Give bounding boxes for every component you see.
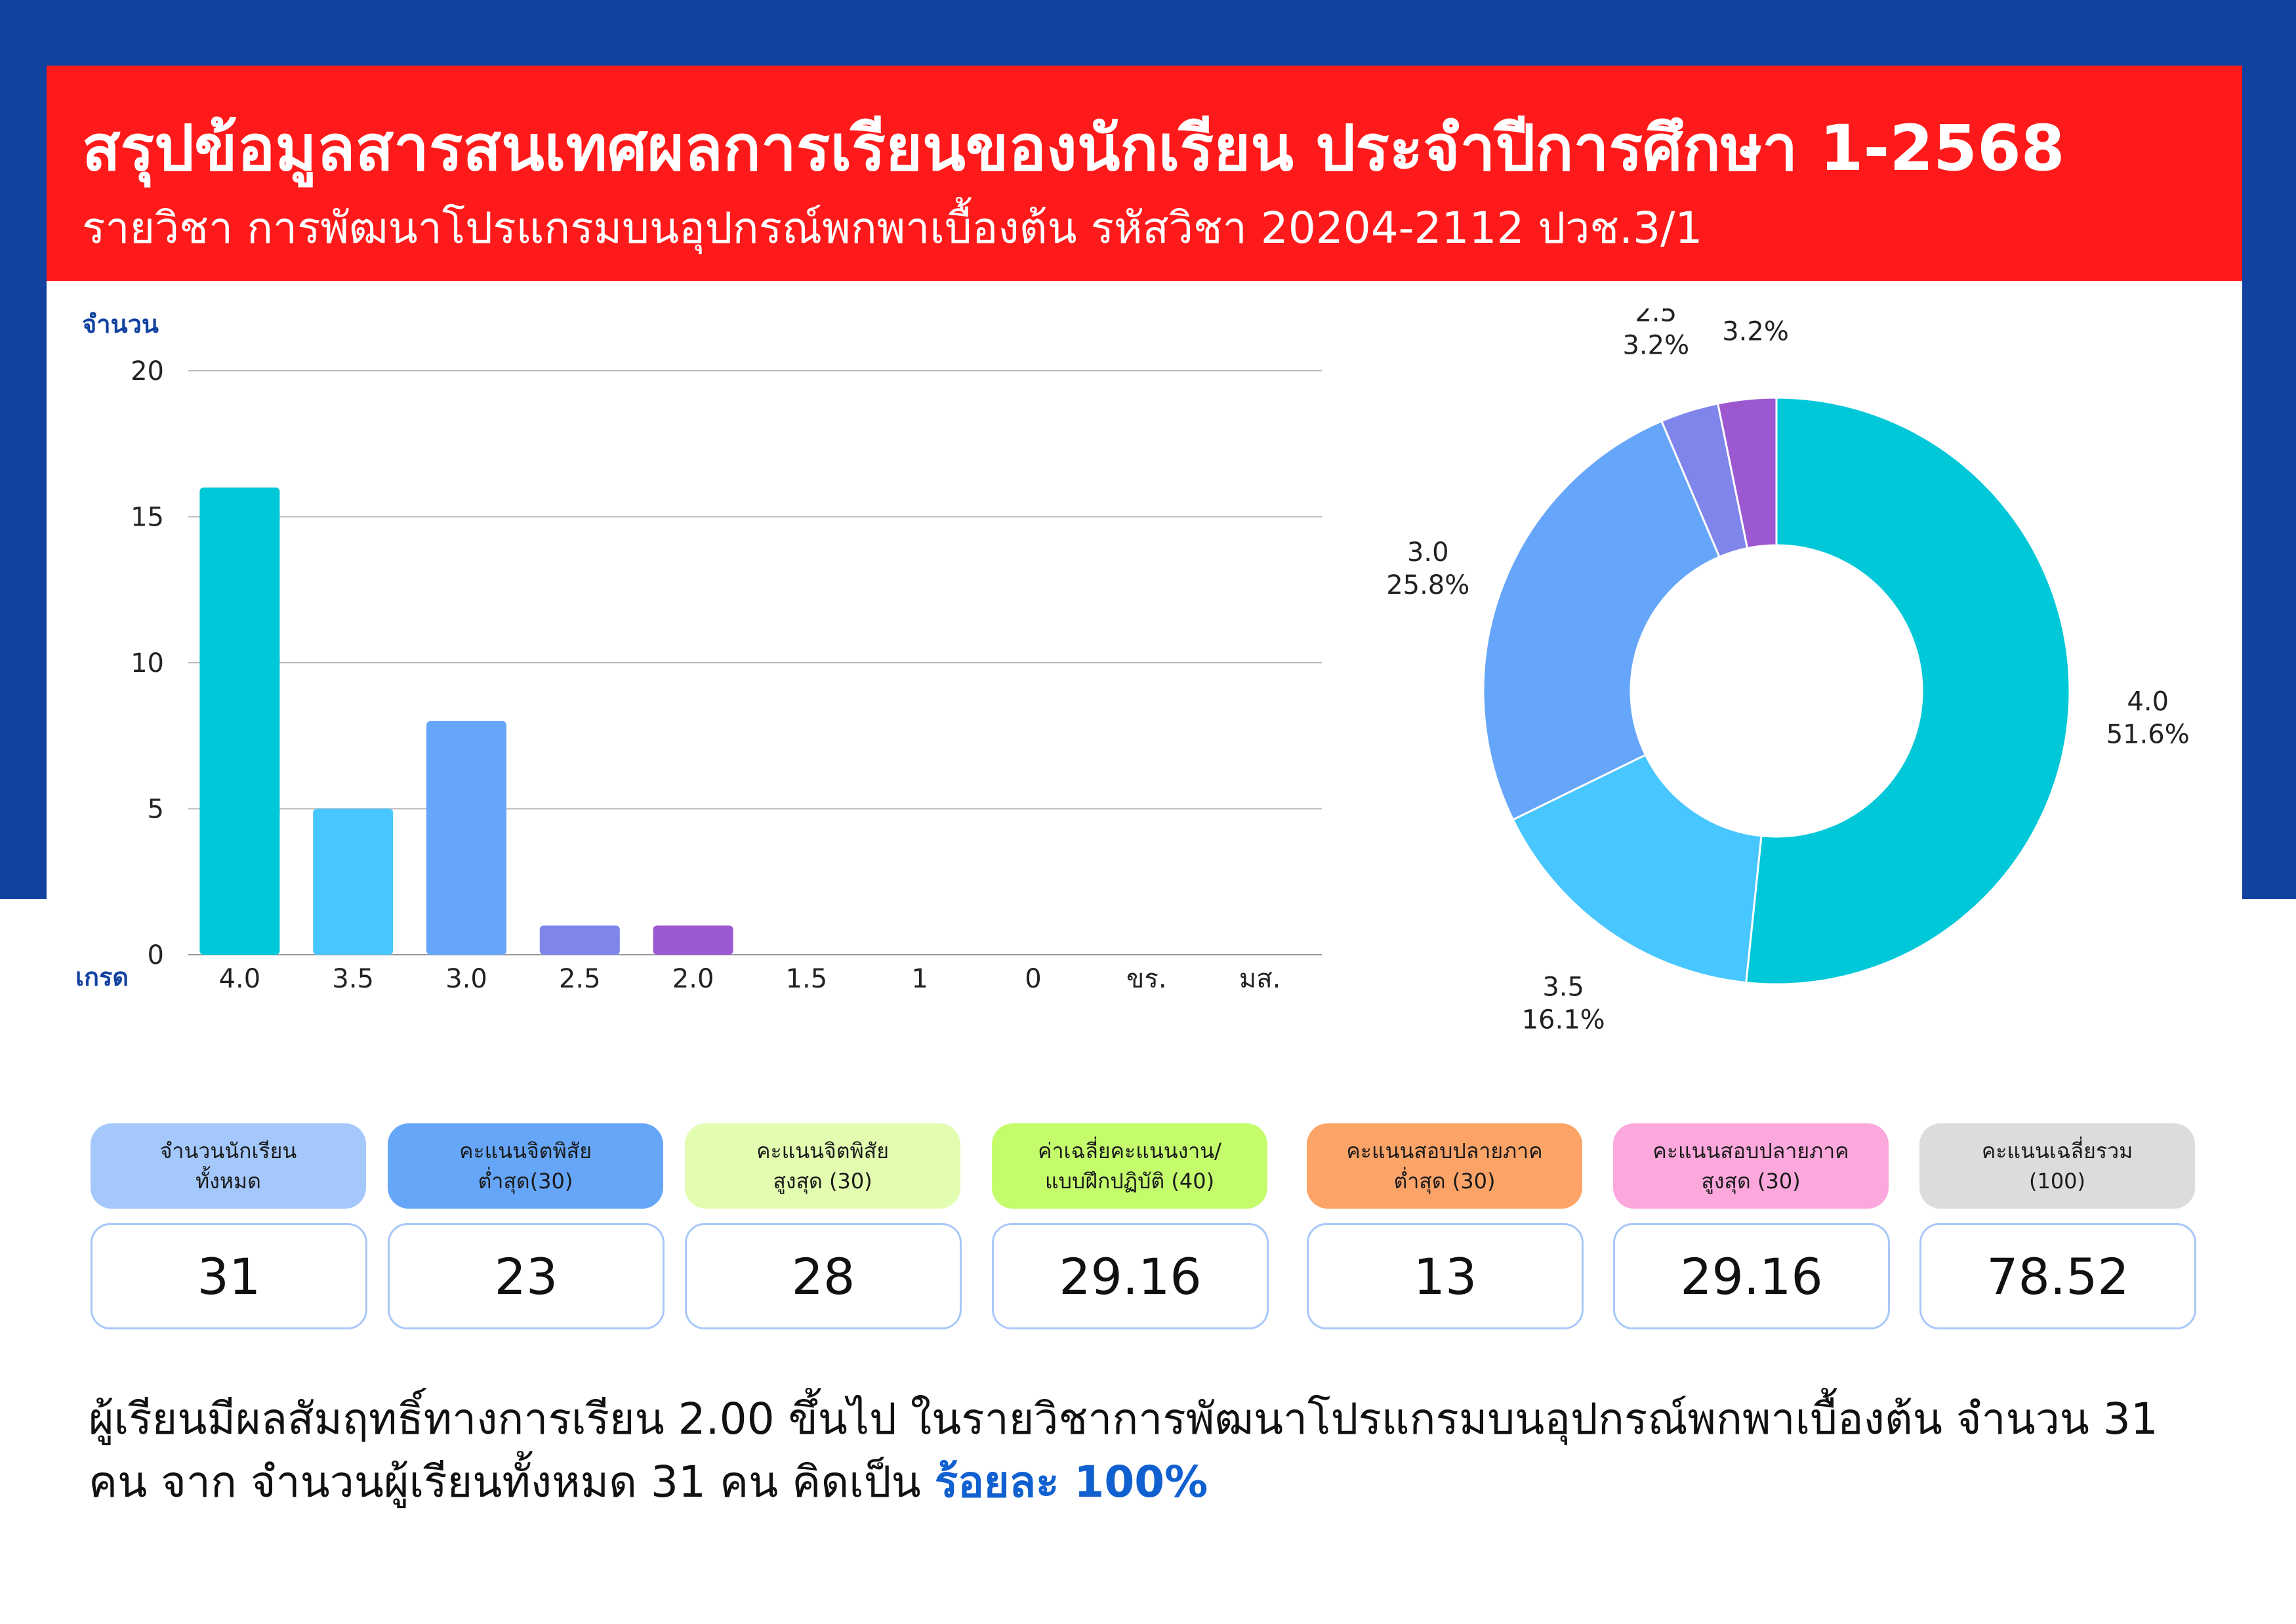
x-tick-label: 2.0 [672,964,714,994]
bar-4.0 [199,488,280,955]
stat-label-2: คะแนนจิตพิสัย สูงสุด (30) [685,1123,960,1209]
donut-label: 2.5 3.2% [1622,308,1689,360]
summary-percent: ร้อยละ 100% [934,1457,1208,1507]
stat-label-6: คะแนนเฉลี่ยรวม (100) [1919,1123,2195,1209]
x-tick-label: 1.5 [786,964,828,994]
donut-slice-4.0 [1745,396,2071,986]
stat-label-1: คะแนนจิตพิสัย ต่ำสุด(30) [388,1123,663,1209]
bar-2.0 [653,925,733,955]
stat-label-5: คะแนนสอบปลายภาค สูงสุด (30) [1613,1123,1889,1209]
stat-value-1: 23 [388,1223,665,1329]
stat-value-0: 31 [91,1223,367,1329]
bar-2.5 [539,925,620,955]
bar-3.0 [426,721,506,955]
y-tick-label: 5 [148,795,164,825]
x-tick-label: 3.5 [332,964,374,994]
y-axis-title: จำนวน [82,310,159,339]
y-tick-label: 0 [148,940,164,970]
stat-label-0: จำนวนนักเรียน ทั้งหมด [91,1123,366,1209]
stat-value-6: 78.52 [1919,1223,2196,1329]
page-title: สรุปข้อมูลสารสนเทศผลการเรียนของนักเรียน … [82,112,2065,185]
x-tick-label: 4.0 [219,964,261,994]
grade-donut-chart: 4.051.6% 3.516.1% 3.025.8% 2.53.2% 2.03.2% [1386,308,2190,1035]
stat-value-4: 13 [1307,1223,1584,1329]
x-tick-label: 2.5 [559,964,601,994]
stat-label-3: ค่าเฉลี่ยคะแนนงาน/ แบบฝึกปฏิบัติ (40) [992,1123,1267,1209]
y-tick-label: 10 [131,648,164,678]
x-tick-label: มส. [1239,964,1281,994]
x-tick-label: 3.0 [445,964,487,994]
donut-label: 3.5 16.1% [1522,972,1605,1035]
stat-value-3: 29.16 [992,1223,1269,1329]
summary-body: ผู้เรียนมีผลสัมฤทธิ์ทางการเรียน 2.00 ขึ้… [89,1394,2158,1507]
x-axis-title: เกรด [75,963,129,991]
stat-value-2: 28 [685,1223,962,1329]
donut-slice-3.5 [1511,753,1763,984]
stat-label-4: คะแนนสอบปลายภาค ต่ำสุด (30) [1307,1123,1582,1209]
bar-3.5 [313,808,394,955]
donut-label: 3.0 25.8% [1386,537,1469,600]
donut-slice-3.0 [1482,419,1721,822]
x-tick-label: ขร. [1126,964,1167,994]
donut-label: 4.0 51.6% [2106,686,2190,749]
donut-label: 2.03.2% [1722,308,1789,347]
page-subtitle: รายวิชา การพัฒนาโปรแกรมบนอุปกรณ์พกพาเบื้… [82,203,1703,253]
x-tick-label: 1 [911,964,928,994]
y-tick-label: 20 [131,356,164,386]
summary-text: ผู้เรียนมีผลสัมฤทธิ์ทางการเรียน 2.00 ขึ้… [89,1388,2227,1514]
y-tick-label: 15 [131,503,164,533]
header-banner [47,66,2242,281]
donut-slice-2.0 [1716,396,1778,550]
stat-value-5: 29.16 [1613,1223,1890,1329]
x-tick-label: 0 [1025,964,1041,994]
